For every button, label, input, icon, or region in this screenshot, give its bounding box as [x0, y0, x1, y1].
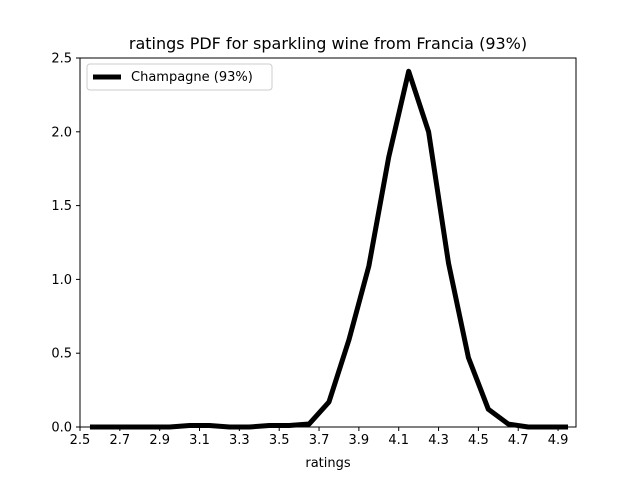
y-tick-label: 2.5: [51, 52, 72, 67]
x-tick-label: 2.9: [149, 433, 170, 448]
y-tick-label: 1.0: [51, 273, 72, 288]
x-tick-label: 4.9: [548, 433, 569, 448]
legend-label-champagne: Champagne (93%): [131, 70, 253, 85]
x-axis-label: ratings: [305, 456, 351, 471]
plot-area: [79, 57, 577, 430]
x-tick-label: 3.5: [269, 433, 290, 448]
y-axis: 0.0 0.5 1.0 1.5 2.0 2.5: [51, 52, 80, 436]
legend-box: [86, 63, 273, 91]
x-tick-label: 3.3: [229, 433, 250, 448]
x-tick-label: 4.5: [468, 433, 489, 448]
legend: Champagne (93%): [86, 63, 273, 91]
x-tick-label: 3.9: [349, 433, 370, 448]
plot-background: [80, 58, 576, 427]
x-tick-label: 3.7: [309, 433, 330, 448]
x-tick-label: 4.3: [428, 433, 449, 448]
plot-frame: [79, 57, 577, 428]
y-tick-label: 0.5: [51, 347, 72, 362]
x-tick-label: 4.1: [388, 433, 409, 448]
x-tick-label: 4.7: [508, 433, 529, 448]
x-tick-label: 2.7: [109, 433, 130, 448]
y-tick-label: 0.0: [51, 421, 72, 436]
x-tick-label: 3.1: [189, 433, 210, 448]
x-axis: 2.5 2.7 2.9 3.1 3.3 3.5 3.7 3.9 4.1 4.3 4.5 4.7 4.9: [70, 427, 569, 448]
x-tick-label: 2.5: [70, 433, 91, 448]
y-tick-label: 1.5: [51, 199, 72, 214]
chart-title: ratings PDF for sparkling wine from Fran…: [129, 34, 527, 53]
y-tick-label: 2.0: [51, 125, 72, 140]
